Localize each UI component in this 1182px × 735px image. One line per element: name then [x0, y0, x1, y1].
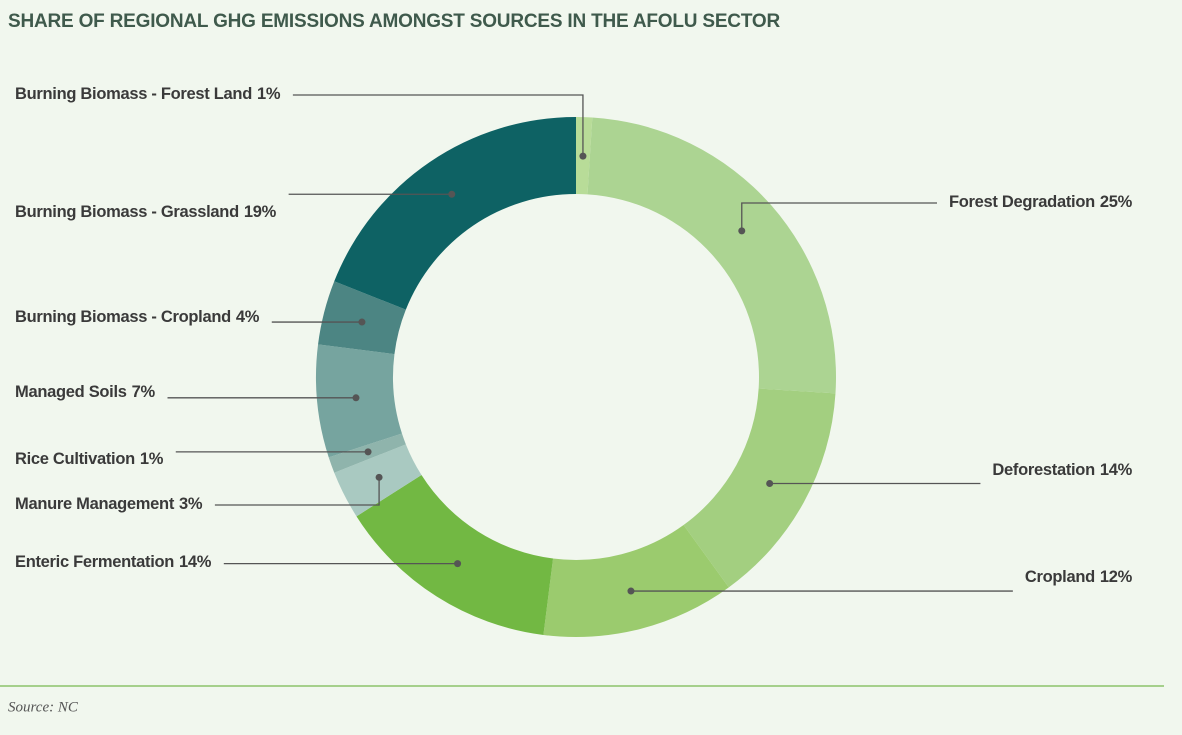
leader-dot — [627, 587, 635, 595]
category-label: Burning Biomass - Cropland — [15, 308, 231, 326]
donut-slice — [543, 525, 729, 637]
slice-label: Deforestation 14% — [992, 461, 1132, 479]
leader-dot — [375, 473, 383, 481]
slice-label: Enteric Fermentation 14% — [15, 553, 212, 571]
slice-label: Forest Degradation 25% — [949, 193, 1133, 211]
category-label: Manure Management — [15, 495, 175, 513]
leader-line — [292, 94, 584, 157]
leader-line — [741, 202, 937, 231]
slice-label: Burning Biomass - Grassland 19% — [15, 203, 277, 221]
value-label: 1% — [140, 450, 164, 468]
donut-slice — [587, 117, 836, 394]
category-label: Managed Soils — [15, 383, 127, 401]
category-label: Burning Biomass - Forest Land — [15, 85, 252, 103]
category-label: Cropland — [1025, 568, 1095, 586]
donut-slice — [318, 281, 406, 355]
chart-title: SHARE OF REGIONAL GHG EMISSIONS AMONGST … — [8, 11, 780, 32]
donut-slice — [334, 117, 576, 310]
leader-dot — [454, 560, 462, 568]
source: Source: NC — [8, 699, 79, 715]
slice-label: Rice Cultivation 1% — [15, 450, 164, 468]
slice-label: Manure Management 3% — [15, 495, 203, 513]
value-label: 7% — [132, 383, 156, 401]
value-label: 25% — [1100, 193, 1133, 211]
slice-label: Cropland 12% — [1025, 568, 1133, 586]
value-label: 19% — [244, 203, 277, 221]
leader-dot — [352, 394, 360, 402]
donut-slice — [315, 344, 402, 458]
slice-label: Burning Biomass - Forest Land 1% — [15, 85, 281, 103]
leader-dot — [579, 152, 587, 160]
value-label: 4% — [236, 308, 260, 326]
leader-dot — [364, 448, 372, 456]
value-label: 14% — [179, 553, 212, 571]
value-label: 1% — [257, 85, 281, 103]
category-label: Burning Biomass - Grassland — [15, 203, 239, 221]
value-label: 3% — [179, 495, 203, 513]
donut-slice — [683, 388, 836, 588]
leader-line — [214, 477, 380, 506]
leader-dot — [738, 227, 746, 235]
leader-dot — [358, 318, 366, 326]
leader-dot — [448, 190, 456, 198]
value-label: 12% — [1100, 568, 1133, 586]
value-label: 14% — [1100, 461, 1133, 479]
leader-dot — [766, 479, 774, 487]
slice-label: Managed Soils 7% — [15, 383, 156, 401]
donut-slice — [356, 475, 554, 635]
category-label: Deforestation — [992, 461, 1095, 479]
category-label: Enteric Fermentation — [15, 553, 174, 571]
slice-label: Burning Biomass - Cropland 4% — [15, 308, 260, 326]
category-label: Rice Cultivation — [15, 450, 135, 468]
category-label: Forest Degradation — [949, 193, 1095, 211]
